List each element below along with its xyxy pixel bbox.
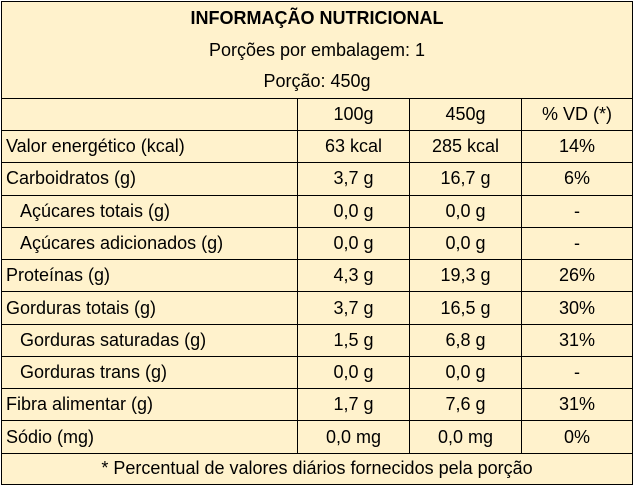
column-header-row: 100g 450g % VD (*) (1, 97, 634, 132)
column-header-per100: 100g (297, 97, 410, 132)
value-per100: 3,7 g (297, 291, 410, 325)
footnote: * Percentual de valores diários fornecid… (0, 452, 634, 486)
nutrient-name: Gorduras totais (g) (1, 291, 298, 325)
value-per-serving: 19,3 g (409, 259, 522, 293)
table-row: Sódio (mg) 0,0 mg 0,0 mg 0% (1, 420, 634, 454)
table-row: Fibra alimentar (g) 1,7 g 7,6 g 31% (1, 388, 634, 422)
table-row: Valor energético (kcal) 63 kcal 285 kcal… (1, 130, 634, 164)
nutrient-name: Gorduras saturadas (g) (1, 323, 298, 357)
nutrient-name: Proteínas (g) (1, 259, 298, 293)
table-row: Açúcares adicionados (g) 0,0 g 0,0 g - (1, 226, 634, 261)
value-per100: 4,3 g (297, 259, 410, 293)
value-per100: 63 kcal (297, 130, 410, 164)
nutrient-name: Açúcares totais (g) (1, 194, 298, 228)
value-per-serving: 0,0 mg (409, 420, 522, 454)
table-row: Gorduras saturadas (g) 1,5 g 6,8 g 31% (1, 323, 634, 357)
value-per-serving: 16,5 g (409, 291, 522, 325)
value-per100: 1,5 g (297, 323, 410, 357)
nutrient-name: Fibra alimentar (g) (1, 388, 298, 422)
nutrient-name: Gorduras trans (g) (1, 355, 298, 390)
table-title: INFORMAÇÃO NUTRICIONAL (0, 0, 634, 36)
value-per100: 0,0 g (297, 194, 410, 228)
value-daily: 26% (520, 259, 634, 293)
value-per100: 0,0 mg (297, 420, 410, 454)
value-per-serving: 285 kcal (409, 130, 522, 164)
value-per-serving: 0,0 g (409, 355, 522, 390)
nutrient-name: Açúcares adicionados (g) (1, 226, 298, 261)
value-per-serving: 16,7 g (409, 162, 522, 196)
column-header-daily-value: % VD (*) (520, 97, 634, 132)
value-per100: 1,7 g (297, 388, 410, 422)
table-row: Açúcares totais (g) 0,0 g 0,0 g - (1, 194, 634, 228)
table-row: Carboidratos (g) 3,7 g 16,7 g 6% (1, 162, 634, 196)
value-daily: 6% (520, 162, 634, 196)
table-row: Gorduras totais (g) 3,7 g 16,5 g 30% (1, 291, 634, 325)
nutrient-name: Sódio (mg) (1, 420, 298, 454)
value-per-serving: 6,8 g (409, 323, 522, 357)
value-daily: 14% (520, 130, 634, 164)
value-per100: 3,7 g (297, 162, 410, 196)
nutrient-name: Carboidratos (g) (1, 162, 298, 196)
value-daily: 31% (520, 323, 634, 357)
table-row: Gorduras trans (g) 0,0 g 0,0 g - (1, 355, 634, 390)
column-header-per-serving: 450g (409, 97, 522, 132)
value-per-serving: 0,0 g (409, 194, 522, 228)
value-daily: 30% (520, 291, 634, 325)
serving-size: Porção: 450g (0, 65, 634, 99)
value-per100: 0,0 g (297, 355, 410, 390)
value-daily: 0% (520, 420, 634, 454)
servings-per-package: Porções por embalagem: 1 (0, 35, 634, 66)
table-row: Proteínas (g) 4,3 g 19,3 g 26% (1, 259, 634, 293)
value-daily: - (520, 355, 634, 390)
value-per100: 0,0 g (297, 226, 410, 261)
value-daily: - (520, 194, 634, 228)
value-per-serving: 0,0 g (409, 226, 522, 261)
blank-header-cell (1, 97, 298, 132)
value-daily: - (520, 226, 634, 261)
nutrient-name: Valor energético (kcal) (1, 130, 298, 164)
value-per-serving: 7,6 g (409, 388, 522, 422)
value-daily: 31% (520, 388, 634, 422)
